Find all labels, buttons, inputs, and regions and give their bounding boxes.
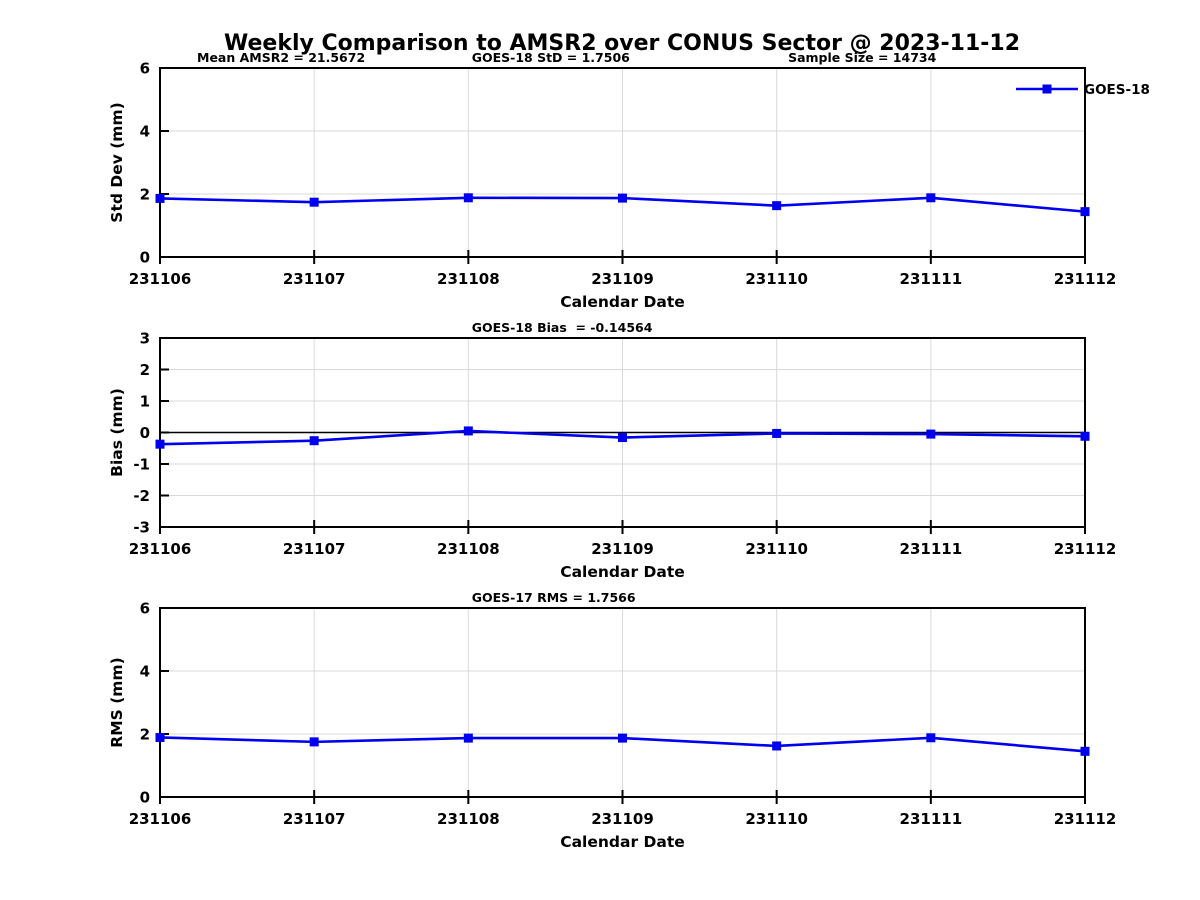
data-marker bbox=[926, 429, 936, 439]
x-tick-label: 231110 bbox=[745, 810, 808, 828]
data-marker bbox=[926, 193, 936, 203]
data-marker bbox=[618, 433, 627, 443]
y-tick-label: 6 bbox=[140, 60, 150, 78]
x-tick-label: 231111 bbox=[900, 540, 963, 558]
data-marker bbox=[772, 428, 782, 438]
data-marker bbox=[155, 732, 165, 742]
data-marker bbox=[1080, 207, 1090, 217]
data-marker bbox=[618, 733, 627, 743]
chart-title: Weekly Comparison to AMSR2 over CONUS Se… bbox=[224, 31, 1020, 56]
y-tick-label: 2 bbox=[140, 726, 150, 744]
panel-annotation: Mean AMSR2 = 21.5672 bbox=[197, 50, 365, 65]
y-tick-label: 6 bbox=[140, 600, 150, 618]
y-tick-label: 2 bbox=[140, 361, 150, 379]
data-marker bbox=[309, 436, 319, 446]
x-tick-label: 231106 bbox=[129, 270, 192, 288]
data-marker bbox=[309, 737, 319, 747]
x-tick-label: 231111 bbox=[900, 810, 963, 828]
legend-marker-sample bbox=[1042, 84, 1052, 94]
y-tick-label: -1 bbox=[133, 456, 150, 474]
data-marker bbox=[772, 741, 782, 751]
x-tick-label: 231108 bbox=[437, 540, 500, 558]
x-tick-label: 231110 bbox=[745, 270, 808, 288]
x-tick-label: 231110 bbox=[745, 540, 808, 558]
data-marker bbox=[1080, 746, 1090, 756]
panel-annotation: Sample Size = 14734 bbox=[788, 50, 937, 65]
rms-panel: 231106 231107 231108 231109 231110 231111 2311… bbox=[108, 590, 1116, 851]
y-axis-label: RMS (mm) bbox=[108, 657, 126, 747]
x-tick-label: 231106 bbox=[129, 810, 192, 828]
y-tick-label: 4 bbox=[140, 123, 150, 141]
x-tick-label: 231108 bbox=[437, 270, 500, 288]
x-tick-label: 231112 bbox=[1054, 540, 1117, 558]
y-tick-label: 0 bbox=[140, 249, 150, 267]
panel-annotation: GOES-17 RMS = 1.7566 bbox=[472, 590, 636, 605]
panel-annotation: GOES-18 StD = 1.7506 bbox=[472, 50, 630, 65]
x-axis-label: Calendar Date bbox=[560, 833, 685, 851]
legend-label: GOES-18 bbox=[1084, 82, 1150, 98]
x-tick-label: 231108 bbox=[437, 810, 500, 828]
std-dev-panel: 231106 231107 231108 231109 231110 231111 2311… bbox=[108, 50, 1150, 311]
x-tick-label: 231107 bbox=[283, 810, 346, 828]
y-tick-label: 0 bbox=[140, 789, 150, 807]
x-axis-label: Calendar Date bbox=[560, 563, 685, 581]
legend: GOES-18 bbox=[1016, 82, 1150, 98]
y-axis-label: Bias (mm) bbox=[108, 388, 126, 477]
x-tick-label: 231109 bbox=[591, 540, 654, 558]
data-marker bbox=[463, 733, 473, 743]
data-marker bbox=[155, 193, 165, 203]
x-tick-label: 231109 bbox=[591, 270, 654, 288]
y-axis-label: Std Dev (mm) bbox=[108, 102, 126, 222]
x-tick-label: 231107 bbox=[283, 270, 346, 288]
data-marker bbox=[463, 426, 473, 436]
data-marker bbox=[463, 193, 473, 203]
x-tick-label: 231112 bbox=[1054, 270, 1117, 288]
x-axis-label: Calendar Date bbox=[560, 293, 685, 311]
y-tick-label: 1 bbox=[140, 393, 150, 411]
data-marker bbox=[309, 197, 319, 207]
data-marker bbox=[618, 193, 627, 203]
x-tick-label: 231112 bbox=[1054, 810, 1117, 828]
bias-panel: 231106 231107 231108 231109 231110 231111 2311… bbox=[108, 320, 1116, 581]
data-marker bbox=[1080, 431, 1090, 441]
y-tick-label: -2 bbox=[133, 487, 150, 505]
data-marker bbox=[772, 201, 782, 211]
y-tick-label: 4 bbox=[140, 663, 150, 681]
y-tick-label: 2 bbox=[140, 186, 150, 204]
x-tick-label: 231111 bbox=[900, 270, 963, 288]
y-tick-label: 3 bbox=[140, 330, 150, 348]
data-marker bbox=[155, 439, 165, 449]
y-tick-label: -3 bbox=[133, 519, 150, 537]
x-tick-label: 231107 bbox=[283, 540, 346, 558]
x-tick-label: 231109 bbox=[591, 810, 654, 828]
data-marker bbox=[926, 733, 936, 743]
y-tick-label: 0 bbox=[140, 424, 150, 442]
panel-annotation: GOES-18 Bias = -0.14564 bbox=[472, 320, 653, 335]
x-tick-label: 231106 bbox=[129, 540, 192, 558]
